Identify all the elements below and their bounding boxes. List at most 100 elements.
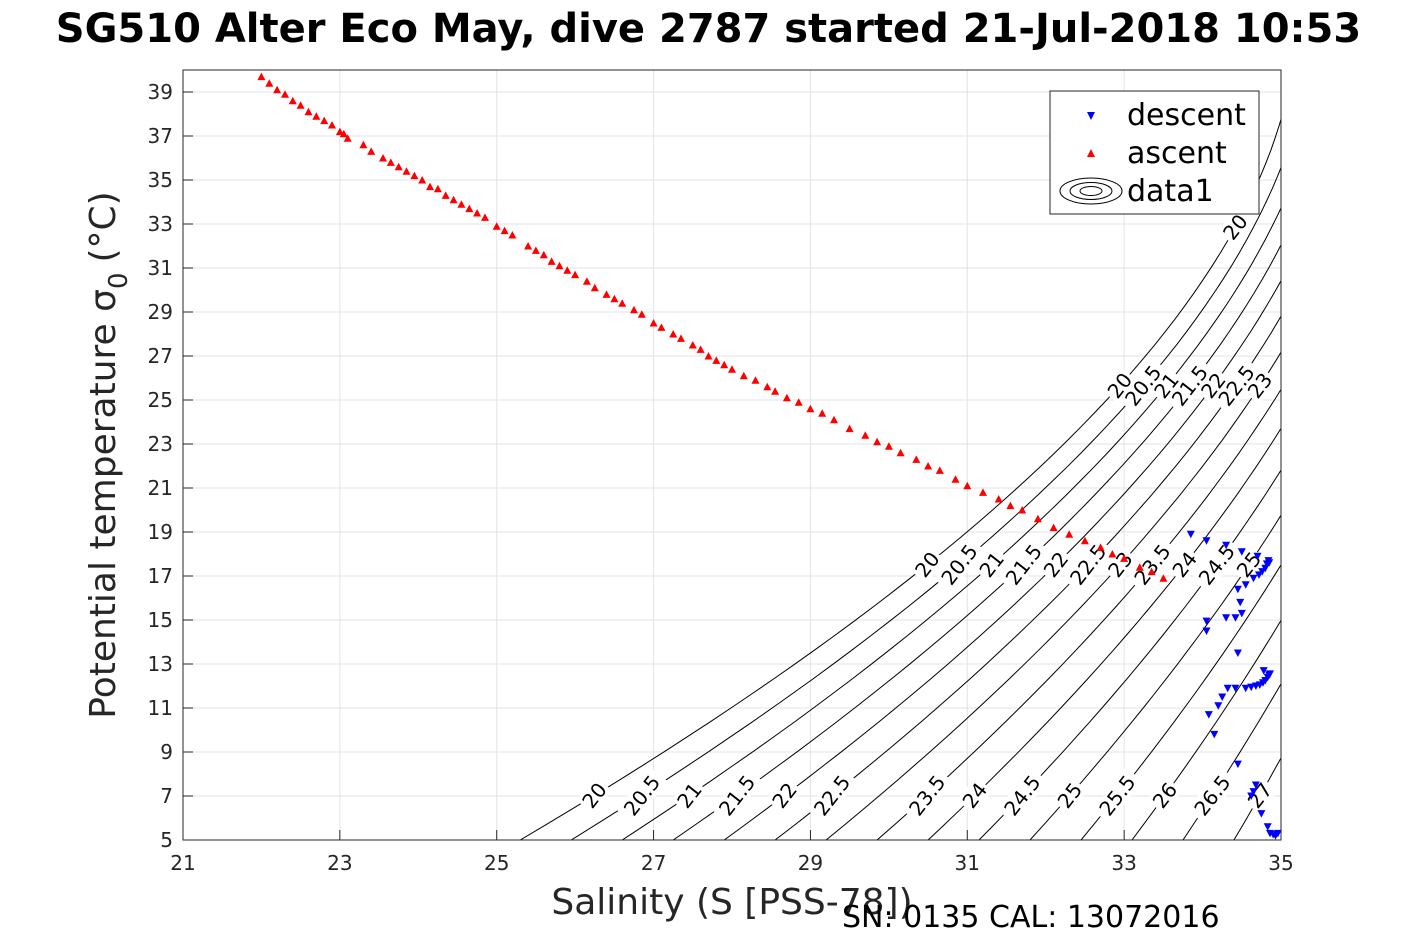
- descent-point: [1210, 730, 1219, 739]
- legend-descent-marker: [1087, 112, 1095, 120]
- ascent-point: [433, 184, 442, 193]
- ascent-point: [410, 171, 419, 180]
- ascent-point: [296, 101, 305, 109]
- ascent-point: [1108, 550, 1117, 558]
- ascent-point: [602, 290, 611, 298]
- ascent-point: [571, 270, 580, 279]
- ascent-point: [688, 341, 697, 349]
- y-axis-label-subscript: 0: [104, 272, 134, 289]
- descent-point: [1222, 541, 1231, 550]
- ascent-point: [728, 365, 736, 373]
- legend-contour-icon: [1059, 177, 1123, 205]
- ascent-point: [457, 200, 466, 208]
- ascent-point: [951, 475, 960, 483]
- contour-line: [825, 351, 1281, 840]
- ascent-point: [304, 107, 313, 116]
- descent-point: [1263, 823, 1272, 831]
- x-tick-label: 29: [798, 851, 823, 875]
- ascent-point: [1135, 563, 1144, 571]
- descent-point: [1251, 781, 1260, 789]
- ascent-point: [720, 360, 729, 369]
- ascent-point: [339, 129, 348, 138]
- ascent-point: [320, 116, 329, 125]
- ascent-point: [449, 195, 458, 204]
- contour-line: [519, 117, 1281, 840]
- ascent-point: [994, 495, 1003, 503]
- y-tick-label: 11: [148, 696, 173, 720]
- ascent-point: [590, 283, 599, 292]
- ascent-point: [441, 191, 450, 199]
- y-tick-label: 9: [160, 740, 173, 764]
- y-tick-label: 25: [148, 388, 173, 412]
- ascent-point: [500, 226, 509, 235]
- y-axis-label-unit: (°C): [83, 191, 124, 262]
- chart-title: SG510 Alter Eco May, dive 2787 started 2…: [55, 6, 1362, 52]
- ascent-point: [782, 393, 791, 402]
- ascent-point: [257, 72, 266, 81]
- ascent-point: [649, 319, 658, 327]
- x-axis-label: Salinity (S [PSS-78]): [551, 882, 912, 923]
- ascent-point: [508, 231, 517, 239]
- contour-line: [1131, 619, 1281, 840]
- descent-point: [1233, 760, 1242, 769]
- ascent-point: [335, 127, 344, 136]
- contour-line: [774, 315, 1281, 840]
- y-axis-label-main: Potential temperature σ: [83, 289, 124, 719]
- descent-point: [1186, 530, 1195, 539]
- descent-point: [1231, 614, 1240, 622]
- descent-point: [1237, 548, 1246, 556]
- y-tick-label: 35: [148, 168, 173, 192]
- descent-point: [1233, 649, 1242, 657]
- x-tick-label: 35: [1268, 851, 1293, 875]
- ascent-point: [531, 246, 540, 254]
- contour-line: [1182, 682, 1281, 840]
- ascent-point: [394, 162, 403, 171]
- x-tick-label: 21: [170, 851, 195, 875]
- y-tick-label: 23: [148, 432, 173, 456]
- ascent-point: [637, 310, 646, 318]
- ascent-point: [1096, 543, 1105, 551]
- legend-ascent-label: ascent: [1127, 136, 1227, 171]
- ascent-point: [771, 387, 780, 395]
- ascent-point: [539, 250, 548, 259]
- x-tick-label: 31: [955, 851, 980, 875]
- legend-box: [1049, 90, 1260, 215]
- ascent-point: [547, 257, 556, 265]
- descent-point: [1204, 711, 1213, 719]
- ascent-point: [763, 382, 772, 391]
- ascent-point: [473, 209, 482, 217]
- y-axis-label: Potential temperature σ0 (°C): [83, 191, 134, 718]
- contour-line: [876, 388, 1281, 840]
- axis-ticks: 21 23 25 27 29 31 33 35 5 7 9 11 13 15 17 19 21 23 25 27 29 3…: [148, 80, 1294, 875]
- ascent-point: [739, 371, 748, 380]
- descent-point: [1273, 829, 1282, 838]
- y-tick-label: 33: [148, 212, 173, 236]
- ascent-point: [1080, 536, 1089, 545]
- y-tick-label: 13: [148, 652, 173, 676]
- contour-line: [927, 427, 1281, 840]
- descent-point: [1265, 559, 1274, 567]
- ascent-series: [257, 72, 1168, 582]
- ascent-point: [704, 352, 713, 360]
- descent-point: [1247, 792, 1256, 800]
- contour-line: [978, 469, 1281, 840]
- x-tick-label: 23: [327, 851, 352, 875]
- ascent-point: [963, 481, 972, 490]
- y-tick-label: 31: [148, 256, 173, 280]
- descent-point: [1202, 627, 1211, 635]
- ascent-point: [465, 204, 474, 213]
- legend: descent ascent data1: [1049, 90, 1260, 215]
- ascent-point: [712, 356, 721, 364]
- ascent-point: [751, 376, 760, 384]
- descent-point: [1237, 609, 1246, 618]
- plot-frame: [182, 69, 1282, 841]
- ascent-point: [806, 404, 815, 413]
- ascent-point: [935, 466, 944, 474]
- serial-calibration-text: SN: 0135 CAL: 13072016: [842, 900, 1220, 935]
- descent-point: [1253, 552, 1262, 561]
- descent-point: [1266, 670, 1274, 678]
- ascent-point: [696, 345, 705, 353]
- ascent-point: [555, 261, 564, 270]
- y-tick-label: 5: [160, 828, 173, 852]
- legend-data1-label: data1: [1127, 174, 1214, 209]
